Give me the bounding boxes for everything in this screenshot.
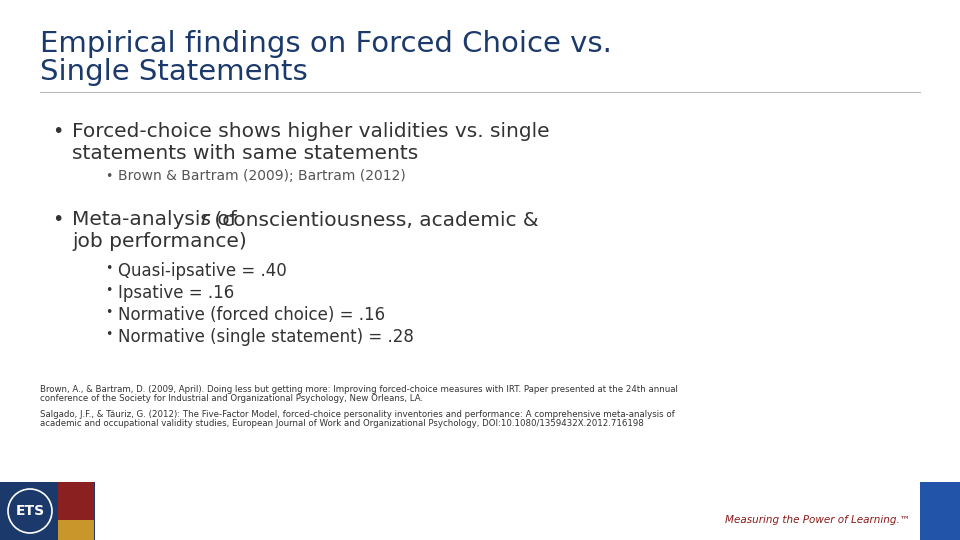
Text: Quasi-ipsative = .40: Quasi-ipsative = .40 [118, 262, 287, 280]
Text: Single Statements: Single Statements [40, 58, 308, 86]
Text: Forced-choice shows higher validities vs. single: Forced-choice shows higher validities vs… [72, 122, 550, 141]
Text: Measuring the Power of Learning.™: Measuring the Power of Learning.™ [725, 515, 910, 525]
Text: statements with same statements: statements with same statements [72, 144, 419, 163]
Text: (conscientiousness, academic &: (conscientiousness, academic & [208, 210, 539, 229]
Text: •: • [105, 306, 112, 319]
Text: r: r [200, 210, 208, 229]
Text: •: • [105, 170, 112, 183]
Text: conference of the Society for Industrial and Organizational Psychology, New Orle: conference of the Society for Industrial… [40, 394, 423, 403]
Text: Normative (forced choice) = .16: Normative (forced choice) = .16 [118, 306, 385, 324]
Text: •: • [105, 262, 112, 275]
Bar [58, 482, 94, 520]
Text: ETS: ETS [15, 504, 44, 518]
Text: •: • [52, 122, 63, 141]
Text: Brown, A., & Bartram, D. (2009, April). Doing less but getting more: Improving f: Brown, A., & Bartram, D. (2009, April). … [40, 385, 678, 394]
Text: Empirical findings on Forced Choice vs.: Empirical findings on Forced Choice vs. [40, 30, 612, 58]
Text: Brown & Bartram (2009); Bartram (2012): Brown & Bartram (2009); Bartram (2012) [118, 169, 406, 183]
Text: job performance): job performance) [72, 232, 247, 251]
Text: •: • [105, 328, 112, 341]
Text: Meta-analysis of: Meta-analysis of [72, 210, 243, 229]
Text: Salgado, J.F., & Táuriz, G. (2012): The Five-Factor Model, forced-choice persona: Salgado, J.F., & Táuriz, G. (2012): The … [40, 410, 675, 419]
Text: Ipsative = .16: Ipsative = .16 [118, 284, 234, 302]
Bar [0, 482, 95, 540]
Text: •: • [105, 284, 112, 297]
Text: Normative (single statement) = .28: Normative (single statement) = .28 [118, 328, 414, 346]
Text: •: • [52, 210, 63, 229]
Text: academic and occupational validity studies, European Journal of Work and Organiz: academic and occupational validity studi… [40, 419, 644, 428]
Bar [58, 520, 94, 540]
Bar [920, 482, 960, 540]
